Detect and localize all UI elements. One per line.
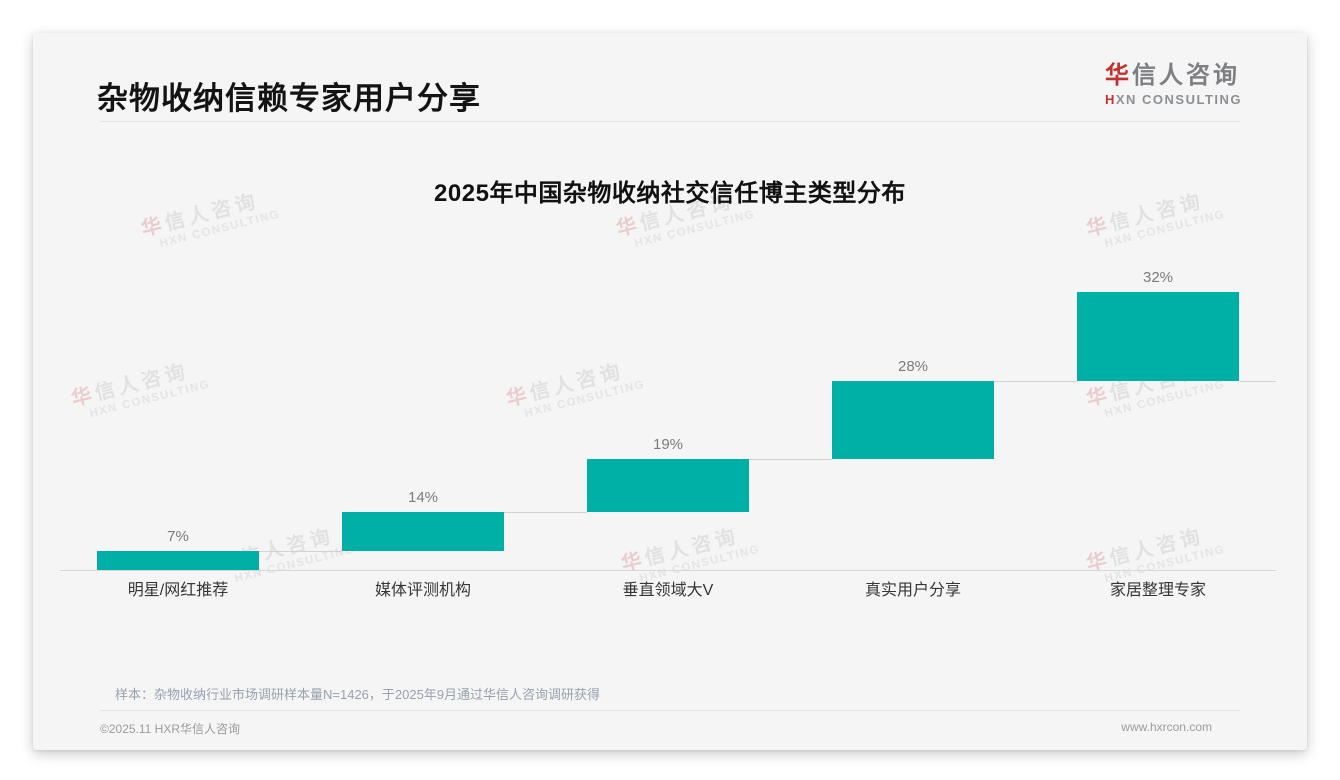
connector-line — [994, 380, 1077, 382]
copyright-text: ©2025.11 HXR华信人咨询 — [100, 722, 240, 736]
connector-line — [259, 550, 342, 552]
bar-category-label: 明星/网红推荐 — [127, 582, 229, 599]
page-title: 杂物收纳信赖专家用户分享 — [97, 81, 481, 116]
bar-category-label: 家居整理专家 — [1109, 582, 1206, 599]
chart-bar — [1077, 292, 1239, 381]
brand-logo: 华信人咨询 HXN CONSULTING — [1105, 61, 1242, 107]
chart-canvas: 7% 明星/网红推荐 14% 媒体评测机构 19% 垂直领域大V 28% 真实用户分享 32% 家… — [33, 33, 1307, 750]
x-axis-line — [60, 570, 1276, 571]
bar-value-label: 19% — [652, 435, 684, 453]
brand-logo-en-rest: XN CONSULTING — [1115, 92, 1242, 107]
connector-line — [504, 511, 587, 513]
bar-value-label: 14% — [407, 488, 439, 506]
brand-logo-en-accent: H — [1104, 92, 1116, 107]
bar-category-label: 真实用户分享 — [864, 582, 961, 599]
connector-line — [749, 458, 832, 460]
footer-divider — [100, 710, 1240, 711]
sample-footnote: 样本：杂物收纳行业市场调研样本量N=1426，于2025年9月通过华信人咨询调研… — [115, 687, 601, 702]
brand-logo-chinese: 华信人咨询 — [1105, 61, 1242, 91]
brand-logo-cn-accent: 华 — [1104, 62, 1132, 89]
chart-bar — [342, 511, 504, 551]
header-divider — [100, 121, 1240, 122]
bar-value-label: 7% — [167, 527, 189, 545]
bar-value-label: 32% — [1142, 269, 1174, 286]
connector-line — [1239, 380, 1276, 382]
chart-bar — [587, 458, 749, 512]
chart-title: 2025年中国杂物收纳社交信任博主类型分布 — [434, 180, 906, 207]
bar-category-label: 垂直领域大V — [622, 582, 714, 599]
chart-bar — [832, 380, 994, 459]
slide-card: 华信人咨询 HXN CONSULTING 华信人咨询 HXN CONSULTING 华信… — [33, 33, 1307, 750]
bar-value-label: 28% — [897, 357, 929, 375]
website-link[interactable]: www.hxrcon.com — [1121, 720, 1212, 734]
chart-bar — [97, 550, 259, 570]
brand-logo-english: HXN CONSULTING — [1105, 92, 1242, 107]
brand-logo-cn-rest: 信人咨询 — [1131, 62, 1240, 89]
bar-category-label: 媒体评测机构 — [374, 582, 471, 599]
